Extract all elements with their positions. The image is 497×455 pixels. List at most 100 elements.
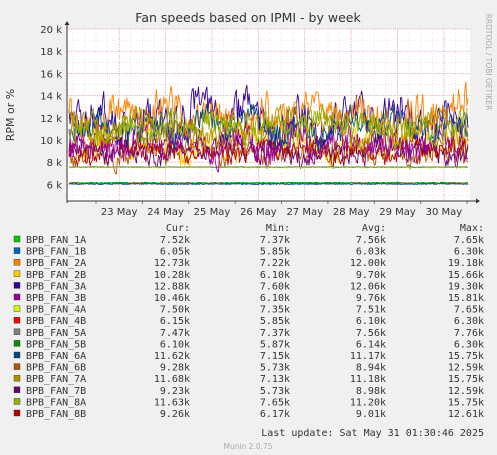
legend-swatch xyxy=(13,282,21,289)
legend-value-max: 19.30k xyxy=(448,281,484,292)
legend-series-name: BPB_FAN_3B xyxy=(26,293,86,304)
legend-value-min: 7.35k xyxy=(260,305,290,316)
legend-value-avg: 7.56k xyxy=(356,235,386,246)
legend-value-cur: 6.15k xyxy=(160,316,190,327)
legend-value-avg: 8.94k xyxy=(356,363,386,374)
series-line-bpb-fan-8b xyxy=(68,133,469,169)
legend-value-avg: 9.70k xyxy=(356,270,386,281)
legend-value-min: 7.13k xyxy=(260,374,290,385)
legend-row: BPB_FAN_8B 9.26k 6.17k 9.01k 12.61k xyxy=(13,409,484,420)
series-line-bpb-fan-3b xyxy=(68,118,469,173)
legend-value-avg: 12.00k xyxy=(350,258,386,269)
legend-value-avg: 7.51k xyxy=(356,305,386,316)
legend-swatch xyxy=(13,247,21,254)
chart-title: Fan speeds based on IPMI - by week xyxy=(135,10,361,25)
legend-value-max: 12.59k xyxy=(448,386,484,397)
legend-series-name: BPB_FAN_8B xyxy=(26,409,86,420)
x-tick-label: 24 May xyxy=(147,207,184,218)
legend-value-cur: 12.73k xyxy=(154,258,190,269)
legend-value-min: 5.87k xyxy=(260,339,290,350)
legend-value-avg: 6.14k xyxy=(356,339,386,350)
legend-value-avg: 6.10k xyxy=(356,316,386,327)
legend-value-max: 15.75k xyxy=(448,351,484,362)
legend-row: BPB_FAN_3A 12.88k 7.60k 12.06k 19.30k xyxy=(13,281,484,292)
y-tick-label: 12 k xyxy=(40,114,62,125)
legend-value-avg: 12.06k xyxy=(350,281,386,292)
legend-value-avg: 7.56k xyxy=(356,328,386,339)
x-tick-label: 23 May xyxy=(101,207,138,218)
legend-value-min: 5.73k xyxy=(260,363,290,374)
legend-swatch xyxy=(13,386,21,393)
tick-labels: 6 k 8 k 10 k 12 k 14 k 16 k 18 k 20 k 23 May 24 M… xyxy=(40,25,462,218)
legend-row: BPB_FAN_8A 11.63k 7.65k 11.20k 15.75k xyxy=(13,397,484,408)
legend-value-max: 15.75k xyxy=(448,397,484,408)
legend-value-avg: 9.76k xyxy=(356,293,386,304)
legend-value-min: 7.15k xyxy=(260,351,290,362)
legend-value-max: 15.66k xyxy=(448,270,484,281)
legend-swatch xyxy=(13,409,21,417)
legend-row: BPB_FAN_4A 7.50k 7.35k 7.51k 7.65k xyxy=(13,305,484,316)
legend-value-cur: 10.28k xyxy=(154,270,190,281)
legend-row: BPB_FAN_6A 11.62k 7.15k 11.17k 15.75k xyxy=(13,351,484,362)
legend-series-name: BPB_FAN_2A xyxy=(26,258,86,269)
y-axis-label: RPM or % xyxy=(4,89,17,141)
y-tick-label: 14 k xyxy=(40,92,62,103)
legend-row: BPB_FAN_5B 6.10k 5.87k 6.14k 6.30k xyxy=(13,339,484,350)
legend-value-max: 7.65k xyxy=(454,235,484,246)
legend-value-min: 7.60k xyxy=(260,281,290,292)
series-line-bpb-fan-8a xyxy=(68,103,469,149)
legend-value-min: 6.10k xyxy=(260,293,290,304)
legend-series-name: BPB_FAN_5A xyxy=(26,328,86,339)
legend-row: BPB_FAN_5A 7.47k 7.37k 7.56k 7.76k xyxy=(13,328,484,339)
y-tick-label: 6 k xyxy=(47,180,63,191)
legend-series-name: BPB_FAN_5B xyxy=(26,339,86,350)
munin-footer: Munin 2.0.75 xyxy=(223,442,272,451)
series-line-bpb-fan-5a xyxy=(69,166,469,169)
legend-header-min: Min: xyxy=(266,223,290,234)
legend-value-min: 5.73k xyxy=(260,386,290,397)
legend-value-max: 19.18k xyxy=(448,258,484,269)
legend-swatch xyxy=(13,235,21,243)
legend-value-cur: 7.47k xyxy=(160,328,190,339)
legend-value-avg: 11.20k xyxy=(350,397,386,408)
series-lines xyxy=(68,81,469,186)
legend-value-max: 12.59k xyxy=(448,363,484,374)
legend-value-min: 6.17k xyxy=(260,409,290,420)
last-update: Last update: Sat May 31 01:30:46 2025 xyxy=(261,428,484,439)
series-line-bpb-fan-5b xyxy=(68,181,469,184)
legend-header-max: Max: xyxy=(460,223,484,234)
y-tick-label: 18 k xyxy=(40,47,62,58)
x-tick-label: 28 May xyxy=(333,207,370,218)
legend-header-avg: Avg: xyxy=(362,223,386,234)
legend-swatch xyxy=(13,293,21,301)
x-tick-label: 29 May xyxy=(379,207,416,218)
legend-row: BPB_FAN_1B 6.05k 5.85k 6.03k 6.30k xyxy=(13,247,484,258)
legend-value-min: 5.85k xyxy=(260,247,290,258)
legend-series-name: BPB_FAN_7A xyxy=(26,374,86,385)
axes xyxy=(64,21,480,204)
legend-swatch xyxy=(13,305,21,312)
x-axis-arrow xyxy=(476,198,480,204)
legend: Cur: Min: Avg: Max: BPB_FAN_1A 7.52k 7.37k 7.56… xyxy=(13,223,484,420)
legend-series-name: BPB_FAN_6B xyxy=(26,363,86,374)
x-tick-label: 30 May xyxy=(426,207,463,218)
legend-row: BPB_FAN_7A 11.68k 7.13k 11.18k 15.75k xyxy=(13,374,484,385)
legend-row: BPB_FAN_7B 9.23k 5.73k 8.98k 12.59k xyxy=(13,386,484,397)
legend-row: BPB_FAN_2A 12.73k 7.22k 12.00k 19.18k xyxy=(13,258,484,269)
legend-row: BPB_FAN_3B 10.46k 6.10k 9.76k 15.81k xyxy=(13,293,484,304)
legend-series-name: BPB_FAN_3A xyxy=(26,281,86,292)
legend-value-max: 15.75k xyxy=(448,374,484,385)
legend-swatch xyxy=(13,328,21,335)
y-tick-label: 8 k xyxy=(47,158,63,169)
legend-series-name: BPB_FAN_2B xyxy=(26,270,86,281)
legend-value-min: 7.37k xyxy=(260,235,290,246)
legend-value-max: 7.76k xyxy=(454,328,484,339)
legend-value-max: 6.30k xyxy=(454,316,484,327)
legend-row: BPB_FAN_6B 9.28k 5.73k 8.94k 12.59k xyxy=(13,363,484,374)
legend-value-max: 6.30k xyxy=(454,247,484,258)
legend-swatch xyxy=(13,317,21,324)
legend-row: BPB_FAN_4B 6.15k 5.85k 6.10k 6.30k xyxy=(13,316,484,327)
x-tick-label: 27 May xyxy=(286,207,323,218)
legend-series-name: BPB_FAN_6A xyxy=(26,351,86,362)
legend-swatch xyxy=(13,259,21,266)
